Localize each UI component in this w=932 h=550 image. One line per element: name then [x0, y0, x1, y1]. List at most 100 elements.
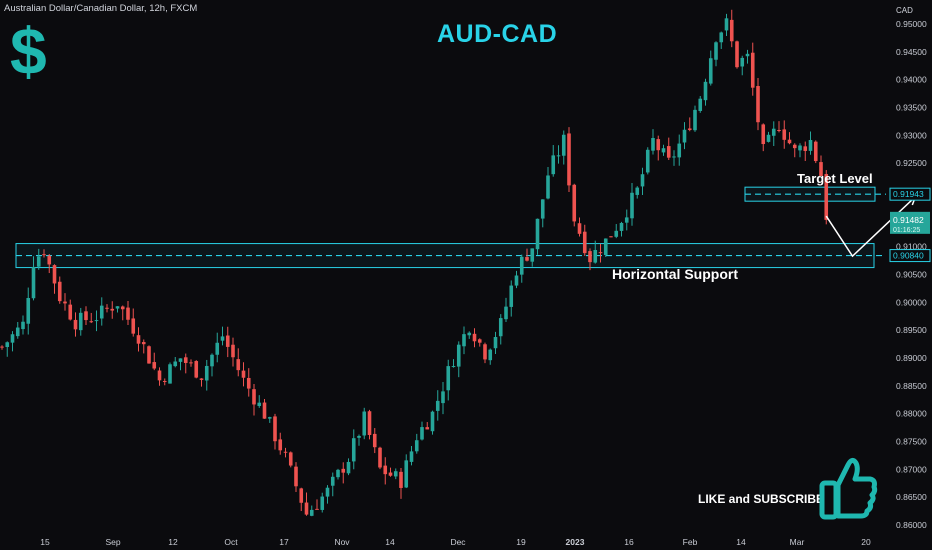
candle-body — [624, 217, 629, 223]
candle-body — [372, 433, 377, 448]
candle-body — [682, 129, 687, 143]
candle-body — [598, 252, 603, 254]
candle-body — [126, 307, 130, 320]
candle-body — [236, 359, 241, 371]
candle-body — [472, 333, 477, 342]
candle-body — [94, 320, 99, 322]
candle-body — [614, 230, 619, 237]
candle-body — [483, 344, 487, 360]
candle-body — [756, 86, 760, 123]
candle-body — [792, 144, 797, 149]
candle-body — [210, 354, 214, 367]
target-price-tag-box — [889, 187, 931, 201]
thumbs-up-icon[interactable] — [818, 455, 878, 521]
candle-body — [714, 42, 718, 60]
candle-body — [320, 496, 325, 510]
candle-body — [10, 334, 15, 343]
candle-body — [89, 321, 94, 323]
candle-body — [740, 57, 745, 67]
candle-body — [477, 339, 482, 343]
y-tick-label: 0.89000 — [896, 353, 927, 363]
candle-body — [766, 134, 771, 142]
y-tick-label: 0.95000 — [896, 19, 927, 29]
candle-body — [5, 342, 10, 347]
candle-body — [262, 402, 267, 419]
candle-body — [110, 308, 115, 311]
candle-body — [378, 447, 382, 468]
candle-body — [21, 321, 25, 330]
candle-body — [42, 254, 46, 256]
candle-body — [441, 391, 445, 404]
candle-body — [136, 335, 141, 344]
candle-body — [409, 451, 414, 462]
candle-body — [257, 402, 262, 406]
y-tick-label: 0.89500 — [896, 325, 927, 335]
candle-body — [252, 389, 256, 405]
candle-body — [157, 370, 162, 381]
candle-body — [315, 508, 319, 510]
candle-body — [467, 332, 472, 336]
candle-body — [63, 301, 67, 304]
candle-body — [341, 468, 346, 473]
current-price-tag: 0.91482 — [893, 215, 924, 225]
y-tick-label: 0.94000 — [896, 75, 927, 85]
candle-body — [540, 199, 545, 219]
candle-body — [750, 52, 755, 88]
candle-body — [78, 312, 83, 331]
candle-body — [26, 297, 31, 324]
candle-body — [425, 427, 430, 430]
candle-body — [708, 58, 713, 84]
target-level-label: Target Level — [797, 171, 873, 186]
candle-body — [535, 218, 540, 250]
candle-body — [152, 362, 157, 369]
candle-body — [787, 139, 792, 144]
candle-body — [393, 471, 398, 477]
candle-body — [105, 307, 109, 309]
candle-body — [404, 460, 409, 488]
candle-body — [346, 461, 351, 474]
candle-body — [183, 357, 188, 363]
candle-body — [84, 311, 88, 321]
candle-body — [504, 306, 508, 320]
candle-body — [572, 184, 577, 222]
candle-body — [803, 146, 808, 151]
candle-body — [362, 411, 367, 436]
x-tick-label: 16 — [624, 537, 634, 547]
candle-body — [299, 488, 304, 503]
candle-body — [609, 236, 613, 238]
candle-body — [304, 502, 309, 515]
candle-body — [798, 145, 802, 151]
candle-body — [173, 361, 178, 367]
y-tick-label: 0.88500 — [896, 381, 927, 391]
candle-body — [645, 149, 650, 173]
candle-body — [215, 342, 220, 355]
candle-body — [546, 175, 550, 199]
candle-body — [194, 361, 199, 378]
candle-body — [577, 223, 582, 234]
horizontal-support-label: Horizontal Support — [612, 266, 738, 282]
candle-body — [745, 53, 750, 57]
candle-body — [498, 318, 503, 337]
current-price-box — [890, 211, 930, 234]
candle-body — [735, 41, 739, 68]
dollar-icon: $ — [10, 14, 47, 88]
candle-body — [220, 336, 225, 341]
x-tick-label: 2023 — [566, 537, 585, 547]
candle-body — [819, 162, 823, 177]
candle-body — [399, 471, 403, 488]
y-tick-label: 0.93000 — [896, 130, 927, 140]
candle-body — [630, 192, 634, 219]
candle-body — [530, 248, 535, 262]
support-price-tag: 0.90840 — [893, 251, 924, 261]
x-tick-label: Sep — [105, 537, 120, 547]
candle-body — [36, 256, 41, 267]
x-tick-label: Nov — [334, 537, 350, 547]
candle-body — [336, 469, 340, 478]
candle-body — [808, 139, 813, 151]
candle-body — [677, 143, 682, 158]
target-price-tag: 0.91943 — [893, 189, 924, 199]
y-tick-label: 0.93500 — [896, 103, 927, 113]
candle-body — [273, 416, 277, 442]
x-tick-label: 14 — [385, 537, 395, 547]
x-tick-label: Feb — [683, 537, 698, 547]
